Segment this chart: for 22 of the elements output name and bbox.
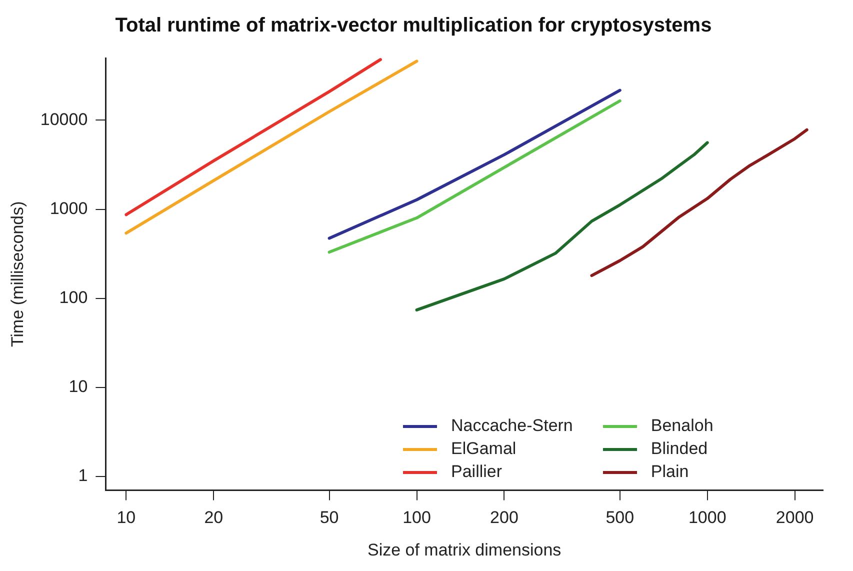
x-tick-label: 2000 [776,508,814,528]
y-axis-title: Time (milliseconds) [8,201,27,347]
x-tick-label: 20 [204,508,224,528]
legend-label: Benaloh [650,416,714,436]
legend-label: Plain [650,462,689,482]
x-tick-label: 1000 [688,508,726,528]
y-tick-label: 10000 [40,110,88,129]
x-tick-label: 500 [606,508,634,528]
x-tick-label: 10 [116,508,136,528]
y-tick-label: 1000 [50,198,88,218]
x-tick-label: 200 [490,508,518,528]
legend-label: Naccache-Stern [451,416,573,436]
legend-label: Blinded [650,439,708,460]
legend-label: Paillier [451,462,502,482]
y-tick-label: 1 [78,466,88,486]
chart-title: Total runtime of matrix-vector multiplication for cryptosystems [115,14,712,37]
y-tick-label: 10 [68,377,88,396]
x-axis-title: Size of matrix dimensions [367,540,562,560]
legend-label: ElGamal [451,439,516,460]
x-tick-label: 100 [402,508,431,528]
x-tick-label: 50 [320,508,339,528]
y-tick-label: 100 [59,288,88,308]
